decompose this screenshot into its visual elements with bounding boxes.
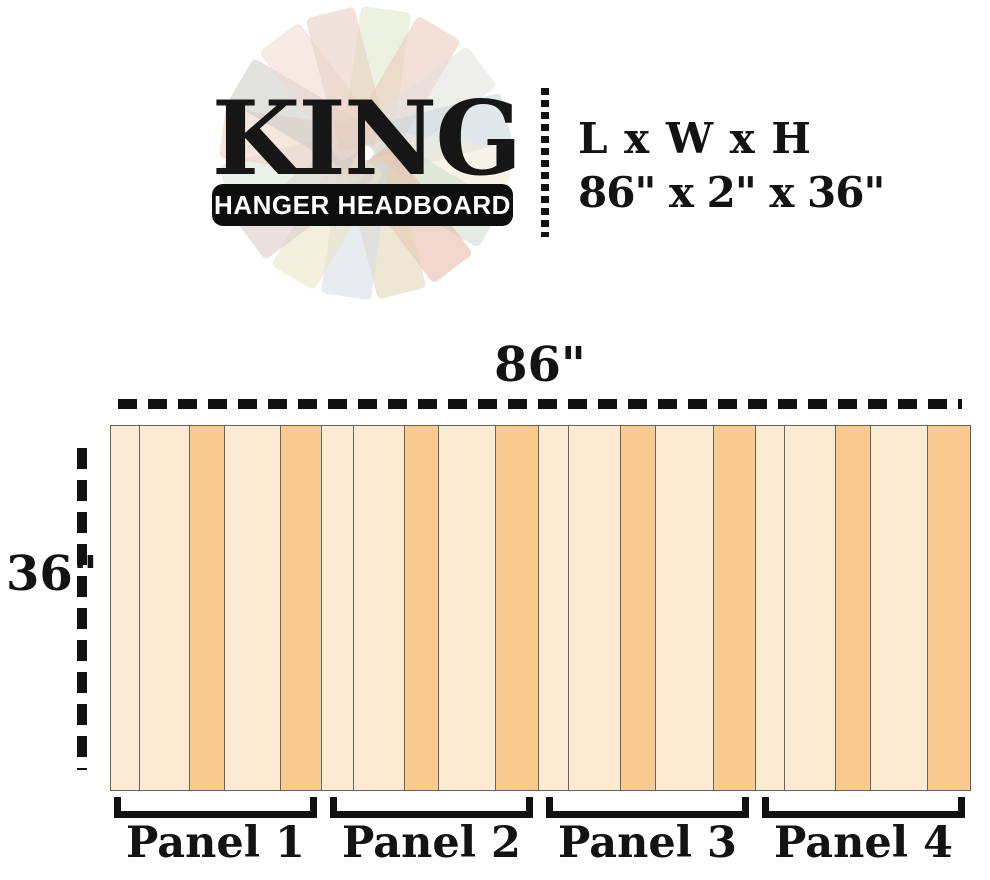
panel-label: Panel 1 (126, 818, 305, 868)
panel-group-2: Panel 2 (330, 797, 533, 865)
headboard-plank-light (756, 426, 786, 790)
headboard-plank-light (139, 426, 190, 790)
panel-group-1: Panel 1 (114, 797, 317, 865)
panel-bracket (546, 797, 749, 818)
panel-group-4: Panel 4 (762, 797, 965, 865)
width-dimension-label: 86" (494, 337, 586, 393)
panel-bracket (330, 797, 533, 818)
headboard-plank-dark (280, 426, 322, 790)
headboard-plank-light (111, 426, 140, 790)
headboard-plank-light (321, 426, 354, 790)
headboard-plank-dark (927, 426, 970, 790)
panel-label: Panel 2 (342, 818, 521, 868)
spec-formula-label: L x W x H (578, 114, 812, 163)
headboard-plank-light (438, 426, 497, 790)
logo-badge: HANGER HEADBOARD (212, 184, 513, 226)
headboard-plank-light (656, 426, 715, 790)
panel-bracket (114, 797, 317, 818)
headboard-plank-light (353, 426, 405, 790)
logo-title: KING (211, 79, 523, 199)
spec-dimensions-value: 86" x 2" x 36" (578, 168, 885, 217)
height-dimension-dashed-line (77, 448, 87, 770)
headboard-plank-light (870, 426, 928, 790)
headboard-plank-light (785, 426, 836, 790)
headboard-plank-light (569, 426, 622, 790)
headboard-plank-dark (714, 426, 757, 790)
dotted-divider-line (541, 88, 549, 237)
headboard-plank-light (224, 426, 281, 790)
headboard-plank-dark (621, 426, 657, 790)
panel-label: Panel 4 (774, 818, 953, 868)
height-dimension-label: 36" (6, 546, 98, 602)
panel-label: Panel 3 (558, 818, 737, 868)
headboard-plank-dark (404, 426, 439, 790)
panel-bracket (762, 797, 965, 818)
headboard-plank-dark (189, 426, 225, 790)
headboard-plank-light (539, 426, 570, 790)
width-dimension-dashed-line (118, 399, 962, 409)
headboard-plank-dark (836, 426, 871, 790)
headboard-plank-diagram (110, 425, 971, 791)
headboard-plank-dark (496, 426, 540, 790)
panel-bracket-row: Panel 1 Panel 2 Panel 3 Panel 4 (114, 797, 965, 865)
panel-group-3: Panel 3 (546, 797, 749, 865)
